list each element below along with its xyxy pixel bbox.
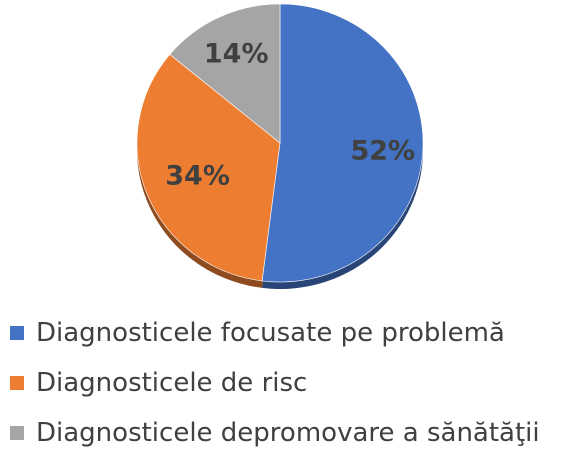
slice-health-promotion	[169, 3, 281, 144]
pie-slices	[136, 3, 424, 283]
legend-swatch-problem-focused	[10, 326, 24, 340]
pie-data-labels: 52% 34% 14%	[165, 38, 415, 191]
legend: Diagnosticele focusate pe problemă Diagn…	[10, 308, 562, 458]
data-label-health-promotion: 14%	[204, 38, 269, 69]
legend-item-health-promotion: Diagnosticele depromovare a sănătăţii	[10, 408, 562, 458]
legend-swatch-risk	[10, 376, 24, 390]
slice-problem-focused	[261, 3, 424, 283]
legend-label-problem-focused: Diagnosticele focusate pe problemă	[36, 318, 505, 348]
legend-label-risk: Diagnosticele de risc	[36, 368, 308, 398]
pie-chart: 52% 34% 14%	[136, 3, 424, 289]
legend-item-problem-focused: Diagnosticele focusate pe problemă	[10, 308, 562, 358]
slice-risk	[136, 53, 281, 282]
legend-item-risk: Diagnosticele de risc	[10, 358, 562, 408]
legend-swatch-health-promotion	[10, 426, 24, 440]
data-label-problem-focused: 52%	[350, 135, 415, 166]
data-label-risk: 34%	[165, 161, 230, 192]
legend-label-health-promotion: Diagnosticele depromovare a sănătăţii	[36, 418, 540, 448]
